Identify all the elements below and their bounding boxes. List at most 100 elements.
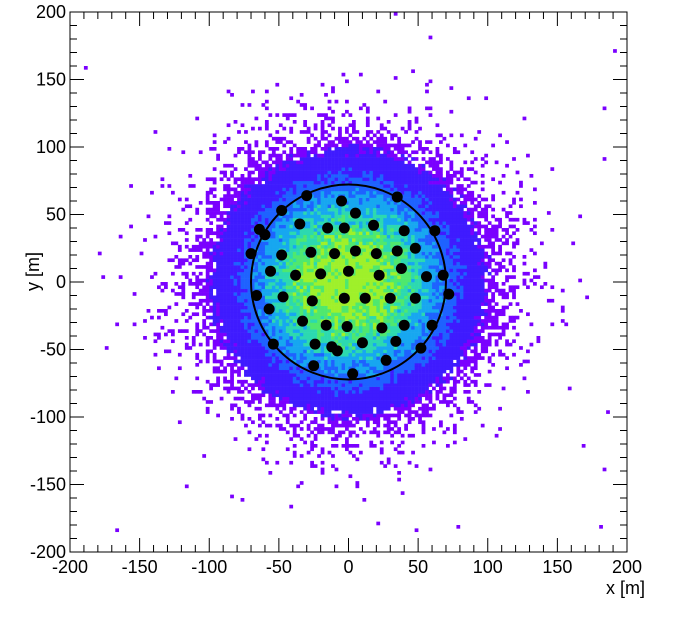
heatmap-bin: [317, 160, 321, 165]
heatmap-bin: [386, 373, 391, 377]
heatmap-bin: [365, 167, 370, 171]
heatmap-bin: [393, 396, 398, 401]
heatmap-bin: [184, 346, 189, 350]
heatmap-bin: [244, 423, 248, 428]
heatmap-bin: [216, 366, 220, 371]
heatmap-bin: [397, 136, 402, 141]
heatmap-bin: [240, 211, 245, 215]
heatmap-bin: [414, 352, 419, 357]
heatmap-bin: [338, 255, 342, 259]
heatmap-bin: [383, 288, 388, 293]
heatmap-bin: [104, 346, 109, 350]
heatmap-bin: [320, 113, 325, 117]
heatmap-bin: [338, 413, 342, 418]
heatmap-bin: [397, 211, 402, 215]
heatmap-bin: [237, 339, 241, 344]
heatmap-bin: [257, 204, 262, 209]
heatmap-bin: [223, 379, 227, 384]
heatmap-bin: [358, 180, 363, 185]
heatmap-bin: [216, 332, 220, 337]
heatmap-bin: [271, 393, 276, 398]
heatmap-bin: [226, 211, 231, 215]
heatmap-bin: [348, 147, 353, 151]
heatmap-bin: [386, 413, 391, 418]
heatmap-bin: [226, 309, 231, 313]
heatmap-bin: [345, 417, 349, 421]
heatmap-bin: [254, 406, 259, 411]
heatmap-bin: [372, 167, 377, 171]
heatmap-bin: [379, 231, 384, 236]
heatmap-bin: [331, 292, 335, 296]
heatmap-bin: [289, 265, 294, 269]
heatmap-bin: [393, 258, 398, 263]
heatmap-bin: [306, 305, 311, 310]
heatmap-bin: [223, 325, 227, 330]
heatmap-bin: [351, 278, 356, 283]
heatmap-bin: [310, 160, 314, 165]
heatmap-bin: [226, 325, 231, 330]
heatmap-bin: [292, 201, 297, 205]
heatmap-bin: [351, 410, 356, 414]
heatmap-bin: [407, 282, 412, 286]
heatmap-bin: [379, 140, 384, 144]
heatmap-bin: [268, 471, 273, 475]
heatmap-bin: [341, 160, 346, 165]
heatmap-bin: [355, 366, 360, 371]
heatmap-bin: [351, 295, 356, 300]
heatmap-bin: [244, 356, 248, 360]
heatmap-bin: [317, 278, 321, 283]
heatmap-bin: [400, 305, 405, 310]
heatmap-bin: [289, 366, 294, 371]
heatmap-bin: [226, 234, 231, 239]
heatmap-bin: [271, 238, 276, 242]
heatmap-bin: [226, 312, 231, 317]
heatmap-bin: [320, 356, 325, 360]
heatmap-bin: [254, 437, 259, 441]
heatmap-bin: [223, 221, 227, 225]
heatmap-bin: [407, 211, 412, 215]
heatmap-bin: [390, 403, 395, 408]
heatmap-bin: [247, 359, 252, 364]
heatmap-bin: [383, 373, 388, 377]
heatmap-bin: [348, 295, 353, 300]
heatmap-bin: [275, 163, 280, 168]
heatmap-bin: [355, 417, 360, 421]
heatmap-bin: [303, 150, 308, 155]
heatmap-bin: [404, 302, 408, 306]
heatmap-bin: [230, 268, 234, 273]
heatmap-bin: [223, 228, 227, 232]
heatmap-bin: [341, 305, 346, 310]
heatmap-bin: [233, 352, 238, 357]
heatmap-bin: [369, 359, 374, 364]
heatmap-bin: [345, 349, 349, 354]
heatmap-bin: [237, 325, 241, 330]
heatmap-bin: [223, 366, 227, 371]
heatmap-bin: [268, 275, 273, 279]
heatmap-bin: [404, 427, 408, 431]
heatmap-bin: [383, 160, 388, 165]
heatmap-bin: [327, 99, 332, 104]
heatmap-bin: [348, 160, 353, 165]
heatmap-bin: [299, 393, 304, 398]
heatmap-bin: [244, 255, 248, 259]
heatmap-bin: [393, 363, 398, 367]
heatmap-bin: [257, 329, 262, 333]
heatmap-bin: [313, 244, 318, 249]
heatmap-bin: [188, 204, 193, 209]
heatmap-bin: [386, 396, 391, 401]
heatmap-bin: [365, 336, 370, 340]
heatmap-bin: [317, 177, 321, 182]
heatmap-bin: [264, 282, 269, 286]
heatmap-bin: [240, 325, 245, 330]
heatmap-bin: [306, 204, 311, 209]
heatmap-bin: [407, 187, 412, 192]
heatmap-bin: [310, 163, 314, 168]
heatmap-bin: [351, 383, 356, 387]
heatmap-bin: [282, 342, 287, 347]
heatmap-bin: [282, 309, 287, 313]
heatmap-bin: [414, 390, 419, 394]
heatmap-bin: [268, 319, 273, 323]
heatmap-bin: [327, 190, 332, 195]
heatmap-bin: [257, 312, 262, 317]
heatmap-bin: [379, 460, 384, 465]
